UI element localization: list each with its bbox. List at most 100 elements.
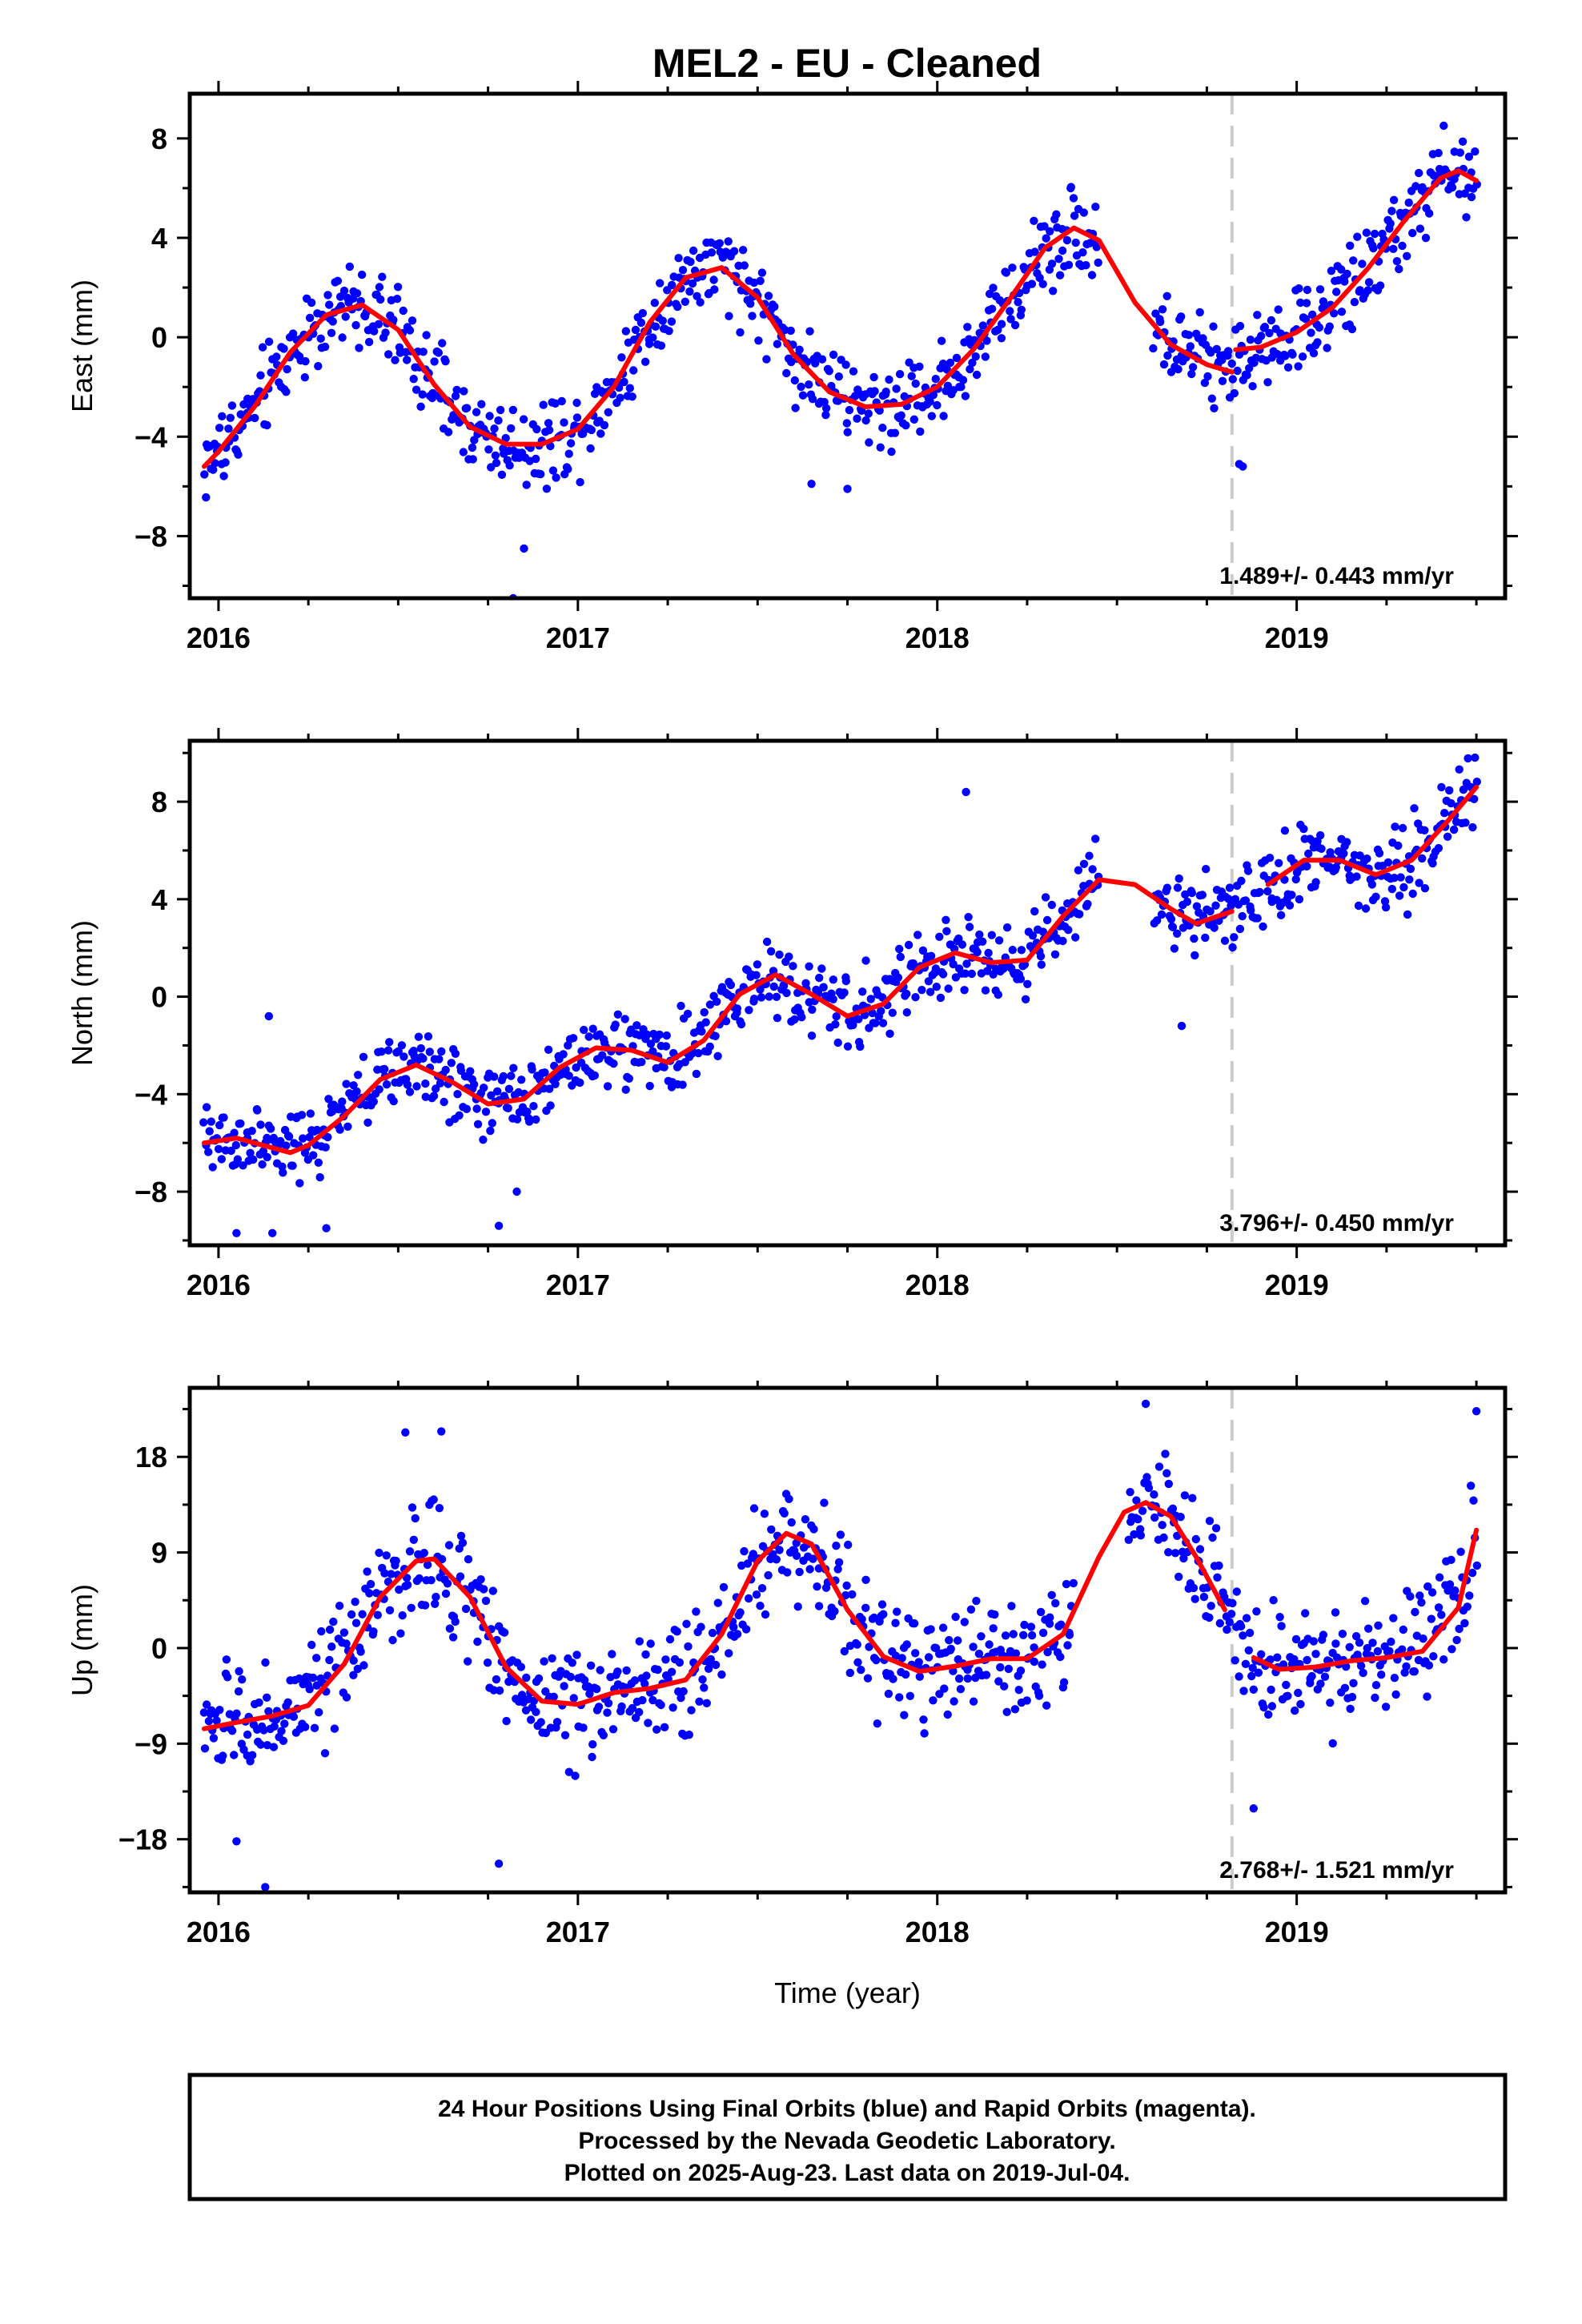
up-data-point [1374, 1621, 1383, 1630]
east-data-point [798, 391, 808, 400]
up-data-point [1046, 1613, 1054, 1622]
east-data-point [853, 414, 861, 423]
east-data-point [1212, 344, 1221, 354]
north-data-point [598, 1051, 607, 1059]
up-data-point [1277, 1622, 1286, 1630]
north-data-point [469, 1080, 479, 1089]
north-data-point [1038, 927, 1048, 936]
east-data-point [629, 366, 638, 375]
north-data-point [466, 1067, 475, 1076]
east-outlier-point [1235, 460, 1244, 468]
east-data-point [412, 385, 421, 394]
up-data-point [222, 1655, 231, 1664]
north-data-point [315, 1172, 324, 1182]
up-data-point [733, 1630, 742, 1638]
east-data-point [282, 388, 291, 396]
east-data-point [557, 396, 566, 406]
up-data-point [842, 1581, 851, 1590]
east-data-point [1030, 216, 1038, 225]
east-data-point [1038, 279, 1047, 288]
east-data-point [901, 421, 910, 430]
east-data-point [885, 375, 893, 384]
east-data-point [532, 424, 541, 434]
up-data-point [1239, 1687, 1248, 1695]
north-data-point [935, 932, 944, 942]
up-data-point [982, 1671, 991, 1679]
north-data-point [314, 1158, 323, 1168]
north-data-point [1428, 858, 1437, 868]
east-data-point [1389, 244, 1398, 253]
north-data-point [1192, 902, 1202, 911]
north-data-point [1272, 895, 1281, 905]
up-data-point [1283, 1691, 1292, 1700]
east-data-point [707, 248, 717, 257]
up-data-point [879, 1610, 888, 1618]
north-data-point [1371, 892, 1380, 902]
north-data-point [960, 986, 969, 995]
up-data-point [646, 1639, 655, 1648]
up-xtick-label: 2018 [905, 1916, 970, 1948]
east-data-point [621, 327, 630, 336]
up-data-point [431, 1599, 440, 1609]
north-data-point [359, 1052, 368, 1062]
east-data-point [391, 356, 400, 364]
north-data-point [1449, 825, 1459, 834]
up-data-point [427, 1576, 436, 1585]
up-xlabel: Time (year) [774, 1976, 921, 2009]
up-data-point [483, 1659, 492, 1667]
east-data-point [738, 246, 748, 255]
east-data-point [1358, 259, 1367, 268]
north-data-point [1050, 950, 1060, 959]
up-data-point [232, 1709, 241, 1718]
north-outlier-point [962, 787, 970, 797]
north-data-point [965, 923, 974, 931]
north-data-point [797, 1013, 806, 1022]
north-data-point [1437, 782, 1446, 792]
east-data-point [968, 358, 977, 368]
up-data-point [1168, 1504, 1178, 1514]
up-data-point [741, 1625, 751, 1634]
east-data-point [1362, 228, 1371, 237]
up-data-point [853, 1640, 861, 1649]
north-data-point [1381, 903, 1391, 912]
north-outlier-point [1177, 1021, 1186, 1031]
up-data-point [1231, 1656, 1239, 1665]
east-data-point [952, 353, 962, 363]
east-data-point [572, 398, 581, 408]
up-data-point [832, 1542, 841, 1550]
east-data-point [272, 352, 281, 361]
up-data-point [1223, 1625, 1231, 1634]
up-data-point [969, 1642, 978, 1651]
up-data-point [1065, 1630, 1074, 1639]
east-data-point [1209, 322, 1218, 331]
up-data-point [310, 1723, 319, 1732]
east-outlier-point [520, 544, 528, 553]
north-data-point [258, 1160, 267, 1169]
up-data-point [863, 1674, 873, 1683]
up-data-point [648, 1695, 657, 1705]
up-data-point [549, 1692, 558, 1701]
east-data-point [1265, 328, 1274, 338]
east-data-point [636, 318, 646, 328]
north-data-point [1075, 910, 1084, 919]
north-data-point [944, 984, 953, 993]
up-data-point [919, 1715, 928, 1724]
east-data-point [909, 415, 919, 424]
up-data-point [772, 1555, 781, 1564]
up-data-point [1038, 1660, 1046, 1669]
east-data-point [408, 316, 417, 325]
east-data-point [997, 334, 1006, 343]
north-data-point [1265, 854, 1275, 862]
up-data-point [1134, 1514, 1142, 1524]
east-data-point [333, 276, 343, 285]
east-data-point [323, 291, 332, 300]
up-data-point [289, 1712, 299, 1721]
up-data-point [951, 1612, 960, 1622]
up-data-point [1412, 1631, 1422, 1640]
north-data-point [529, 1102, 538, 1111]
up-data-point [749, 1550, 757, 1558]
east-data-point [725, 312, 733, 320]
east-data-point [849, 367, 858, 376]
east-data-point [875, 406, 884, 415]
north-data-point [1396, 873, 1405, 882]
